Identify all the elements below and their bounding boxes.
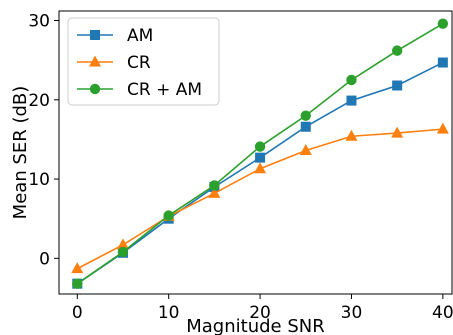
x-tick-label: 0	[72, 303, 83, 323]
data-point-cr-am	[72, 278, 83, 289]
legend-label: CR + AM	[127, 80, 202, 100]
x-axis-label: Magnitude SNR	[186, 316, 324, 335]
y-tick-label: 0	[39, 249, 50, 269]
series-cr	[71, 122, 449, 274]
data-point-cr	[71, 262, 84, 274]
legend-item-cr: CR	[77, 53, 151, 73]
axes-ticks: 0 10 20 30 40 0 10 20 30	[28, 12, 453, 323]
data-point-cr-am	[391, 45, 403, 56]
data-point-cr-am	[300, 110, 311, 121]
data-point-am	[437, 57, 448, 68]
data-point-cr	[299, 144, 312, 156]
data-point-am	[392, 80, 403, 91]
x-tick-label: 10	[158, 303, 180, 323]
data-point-cr	[345, 129, 358, 141]
y-axis-label: Mean SER (dB)	[10, 86, 31, 220]
legend-item-am: AM	[77, 26, 153, 46]
data-point-am	[300, 121, 311, 132]
legend-marker	[89, 55, 101, 67]
data-point-cr-am	[163, 210, 174, 221]
legend-marker	[89, 83, 101, 95]
plot-frame	[58, 10, 453, 295]
x-tick-label: 40	[432, 303, 453, 323]
data-point-cr-am	[117, 246, 129, 258]
data-point-cr-am	[346, 74, 357, 86]
data-point-cr	[116, 238, 129, 250]
series-cr-am	[72, 18, 449, 289]
legend: AM CR CR + AM	[67, 17, 220, 106]
legend-label: AM	[127, 26, 153, 46]
data-point-cr	[254, 162, 267, 174]
legend-label: CR	[127, 53, 151, 73]
data-point-cr	[436, 122, 449, 134]
legend-box	[67, 17, 220, 106]
x-tick-label: 30	[341, 303, 363, 323]
legend-item-cr-am: CR + AM	[77, 80, 202, 100]
data-point-cr-am	[209, 180, 220, 191]
data-point-cr	[391, 126, 404, 138]
y-tick-label: 30	[28, 12, 50, 32]
x-tick-label: 20	[249, 303, 271, 323]
y-tick-label: 10	[28, 170, 50, 190]
data-point-am	[255, 152, 266, 163]
data-point-cr	[208, 186, 221, 198]
data-point-am	[346, 95, 357, 106]
legend-marker	[90, 30, 100, 40]
y-tick-label: 20	[28, 91, 50, 111]
plot-area	[71, 18, 449, 289]
data-point-cr-am	[254, 141, 266, 152]
data-point-cr-am	[437, 18, 449, 29]
